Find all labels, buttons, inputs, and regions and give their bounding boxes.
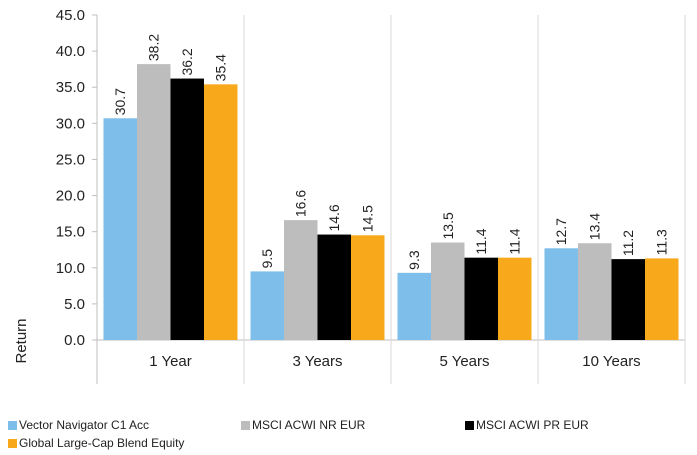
data-label: 9.3 [406,250,422,270]
y-tick-label: 5.0 [64,296,85,313]
data-label: 16.6 [293,190,309,217]
data-label: 9.5 [259,249,275,269]
bar [317,234,351,340]
legend-swatch [241,420,250,430]
bar [284,220,318,340]
legend-item: Global Large-Cap Blend Equity [8,436,184,450]
legend-swatch [8,438,17,448]
legend-label: MSCI ACWI NR EUR [252,418,366,432]
data-label: 36.2 [179,48,195,75]
bar [137,64,171,340]
x-tick-label: 3 Years [292,353,342,370]
bar [544,248,578,340]
y-tick-label: 20.0 [56,188,85,205]
y-tick-label: 40.0 [56,43,85,60]
y-tick-label: 45.0 [56,7,85,24]
bar [645,258,679,340]
data-label: 30.7 [112,88,128,115]
y-tick-label: 15.0 [56,224,85,241]
bars [103,64,679,341]
bar [431,242,465,340]
data-label: 13.5 [440,212,456,239]
data-label: 11.4 [473,228,489,254]
y-tick-label: 0.0 [64,332,85,349]
bar [578,243,612,340]
bar [464,257,498,340]
legend-label: Vector Navigator C1 Acc [19,418,150,432]
bar-chart: 0.0 5.0 10.0 15.0 20.0 25.0 30.0 35.0 40.0 45.0 1 … [13,7,686,384]
axes: 0.0 5.0 10.0 15.0 20.0 25.0 30.0 35.0 40.0 45.0 1 … [56,7,686,384]
bar [170,78,204,341]
data-labels: 30.7 9.5 9.3 12.7 38.2 16.6 13.5 13.4 36.2 14.6 11… [112,34,670,270]
data-label: 13.4 [587,213,603,240]
bar [250,271,284,340]
x-tick-label: 5 Years [439,353,489,370]
legend-item: MSCI ACWI NR EUR [241,418,365,432]
bar [397,272,431,340]
bar [103,118,137,341]
y-axis-title: Return [13,318,30,363]
x-tick-label: 10 Years [582,353,640,370]
data-label: 12.7 [553,218,569,245]
legend: Vector Navigator C1 Acc MSCI ACWI NR EUR M… [8,416,668,454]
legend-label: MSCI ACWI PR EUR [476,418,589,432]
bar [204,84,238,340]
legend-swatch [8,420,17,430]
x-tick-label: 1 Year [149,353,192,370]
legend-swatch [465,420,474,430]
data-label: 14.6 [326,204,342,231]
data-label: 11.4 [507,228,523,254]
legend-item: Vector Navigator C1 Acc [8,418,149,432]
bar [351,235,385,340]
legend-item: MSCI ACWI PR EUR [465,418,589,432]
y-tick-label: 10.0 [56,260,85,277]
y-tick-label: 30.0 [56,115,85,132]
data-label: 38.2 [146,34,162,61]
legend-label: Global Large-Cap Blend Equity [19,436,185,450]
bar [498,257,532,340]
data-label: 11.2 [620,230,636,256]
data-label: 35.4 [213,54,229,81]
data-label: 11.3 [654,229,670,255]
data-label: 14.5 [360,205,376,232]
bar [611,259,645,340]
y-tick-label: 35.0 [56,79,85,96]
y-tick-label: 25.0 [56,151,85,168]
